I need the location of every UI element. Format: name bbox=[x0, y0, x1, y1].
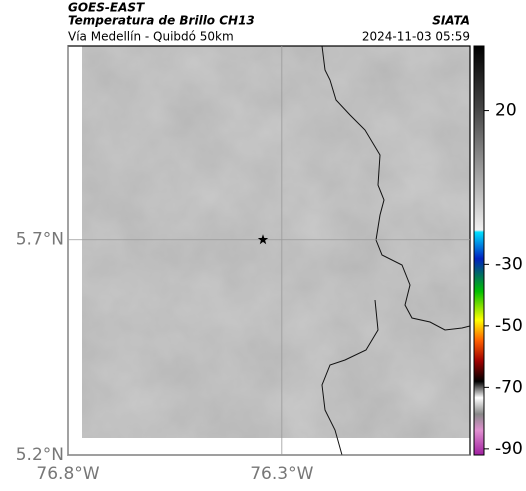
route: Vía Medellín - Quibdó 50km bbox=[68, 30, 234, 44]
source: SIATA bbox=[432, 14, 470, 28]
datetime: 2024-11-03 05:59 bbox=[362, 30, 470, 44]
colorbar-tick-label: -70 bbox=[495, 377, 523, 397]
colorbar-tick-label: -30 bbox=[495, 254, 523, 274]
colorbar-tick-label: -50 bbox=[495, 316, 523, 336]
location-marker bbox=[257, 234, 269, 245]
y-tick-label: 5.7°N bbox=[16, 230, 64, 250]
satellite: GOES-EAST bbox=[68, 1, 145, 15]
colorbar-tick-label: -90 bbox=[495, 439, 523, 459]
x-tick-label: 76.3°W bbox=[250, 464, 313, 484]
colorbar bbox=[473, 45, 485, 456]
satellite-image bbox=[82, 46, 470, 455]
y-tick-label: 5.2°N bbox=[16, 445, 64, 465]
title: Temperatura de Brillo CH13 bbox=[68, 14, 255, 28]
x-tick-label: 76.8°W bbox=[36, 464, 99, 484]
colorbar-tick-label: 20 bbox=[495, 101, 517, 121]
